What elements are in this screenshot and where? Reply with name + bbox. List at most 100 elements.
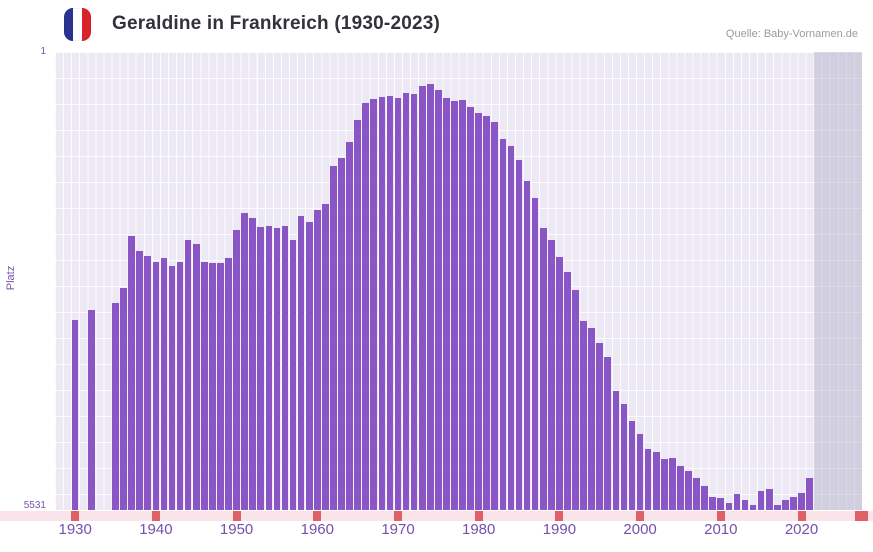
bar-1947[interactable] — [209, 263, 216, 510]
bar-1968[interactable] — [378, 97, 386, 510]
bar-2002[interactable] — [652, 451, 660, 510]
bar-2016[interactable] — [765, 488, 773, 510]
bar-1998[interactable] — [620, 403, 628, 510]
bar-1951[interactable] — [241, 213, 248, 510]
no-data-band — [813, 52, 862, 510]
bar-1990[interactable] — [556, 256, 563, 510]
bar-1961[interactable] — [322, 204, 329, 510]
bar-1979[interactable] — [467, 107, 474, 510]
bar-1948[interactable] — [217, 263, 224, 510]
x-tick-label: 2020 — [784, 521, 819, 538]
bar-2015[interactable] — [757, 490, 765, 510]
bar-1975[interactable] — [434, 90, 442, 510]
bar-1984[interactable] — [507, 145, 515, 510]
bar-1946[interactable] — [200, 262, 208, 510]
bar-1967[interactable] — [370, 99, 378, 510]
bar-1992[interactable] — [572, 290, 579, 510]
x-axis-tick — [232, 511, 241, 521]
bar-1964[interactable] — [346, 142, 353, 510]
bar-1962[interactable] — [330, 166, 337, 510]
bar-1972[interactable] — [410, 94, 418, 510]
x-tick-label: 1970 — [381, 521, 415, 538]
bar-2003[interactable] — [660, 459, 668, 510]
bar-1963[interactable] — [338, 157, 345, 510]
bar-1949[interactable] — [225, 258, 232, 510]
bar-1935[interactable] — [112, 302, 119, 510]
bar-1980[interactable] — [475, 112, 482, 510]
bar-1973[interactable] — [418, 85, 426, 510]
bar-2021[interactable] — [806, 478, 813, 510]
bar-1932[interactable] — [87, 310, 95, 510]
bar-1955[interactable] — [273, 228, 281, 510]
bar-1966[interactable] — [362, 103, 370, 510]
bar-1956[interactable] — [281, 225, 289, 510]
bar-1976[interactable] — [443, 97, 450, 510]
bar-2014[interactable] — [749, 504, 757, 510]
bar-1938[interactable] — [136, 250, 144, 510]
bar-1995[interactable] — [596, 343, 604, 510]
france-flag-icon — [64, 8, 91, 41]
plot-area — [55, 52, 862, 510]
bar-1981[interactable] — [483, 116, 491, 510]
bar-1939[interactable] — [144, 255, 152, 510]
bar-1977[interactable] — [451, 101, 458, 510]
bar-1965[interactable] — [354, 119, 361, 510]
bar-2007[interactable] — [693, 478, 700, 510]
bar-1982[interactable] — [491, 121, 499, 510]
bar-2008[interactable] — [701, 485, 708, 510]
bar-1970[interactable] — [394, 97, 402, 510]
bar-1953[interactable] — [257, 226, 265, 510]
bar-1937[interactable] — [128, 235, 135, 510]
bar-1989[interactable] — [547, 239, 555, 510]
bar-1942[interactable] — [168, 266, 176, 510]
bar-1954[interactable] — [265, 225, 273, 510]
bar-1952[interactable] — [249, 218, 257, 510]
bar-1993[interactable] — [580, 321, 587, 510]
bar-1999[interactable] — [628, 420, 636, 510]
bar-2019[interactable] — [790, 497, 797, 510]
bar-1996[interactable] — [604, 357, 612, 510]
bar-1991[interactable] — [564, 271, 571, 510]
bar-1950[interactable] — [233, 230, 240, 510]
bar-1945[interactable] — [192, 244, 200, 510]
bar-1930[interactable] — [71, 320, 79, 510]
bar-2017[interactable] — [773, 504, 781, 510]
bar-1957[interactable] — [289, 239, 297, 510]
bar-1986[interactable] — [523, 181, 531, 510]
bar-2004[interactable] — [669, 458, 676, 510]
x-axis-tick — [394, 511, 402, 521]
bar-1944[interactable] — [184, 239, 192, 510]
bar-1941[interactable] — [160, 258, 168, 510]
bar-1943[interactable] — [176, 262, 184, 510]
bar-2011[interactable] — [725, 502, 733, 510]
source-credit: Quelle: Baby-Vornamen.de — [725, 28, 858, 40]
bar-1978[interactable] — [459, 100, 466, 510]
bar-2006[interactable] — [685, 471, 692, 510]
bar-1936[interactable] — [120, 288, 127, 510]
bar-2018[interactable] — [782, 500, 789, 510]
bar-1974[interactable] — [426, 83, 434, 510]
bar-2013[interactable] — [741, 500, 749, 510]
bar-2001[interactable] — [644, 449, 652, 510]
bar-1985[interactable] — [515, 160, 523, 510]
bar-1987[interactable] — [531, 198, 539, 510]
bar-2012[interactable] — [733, 493, 741, 510]
bar-1988[interactable] — [539, 227, 547, 510]
bar-2005[interactable] — [677, 466, 684, 510]
bar-2010[interactable] — [717, 497, 725, 510]
x-axis-tick — [555, 511, 564, 521]
x-tick-label: 2000 — [623, 521, 657, 538]
bar-1983[interactable] — [499, 138, 507, 510]
bar-2020[interactable] — [798, 492, 805, 510]
bar-1940[interactable] — [152, 262, 160, 510]
bar-1969[interactable] — [386, 95, 394, 510]
x-axis-tick — [636, 511, 645, 521]
bar-1971[interactable] — [402, 92, 410, 510]
bar-2009[interactable] — [709, 497, 717, 510]
bar-1994[interactable] — [588, 328, 595, 510]
bar-2000[interactable] — [636, 434, 644, 510]
bar-1959[interactable] — [305, 221, 313, 510]
bar-1960[interactable] — [313, 210, 321, 510]
bar-1958[interactable] — [297, 215, 305, 510]
bar-1997[interactable] — [612, 391, 620, 510]
